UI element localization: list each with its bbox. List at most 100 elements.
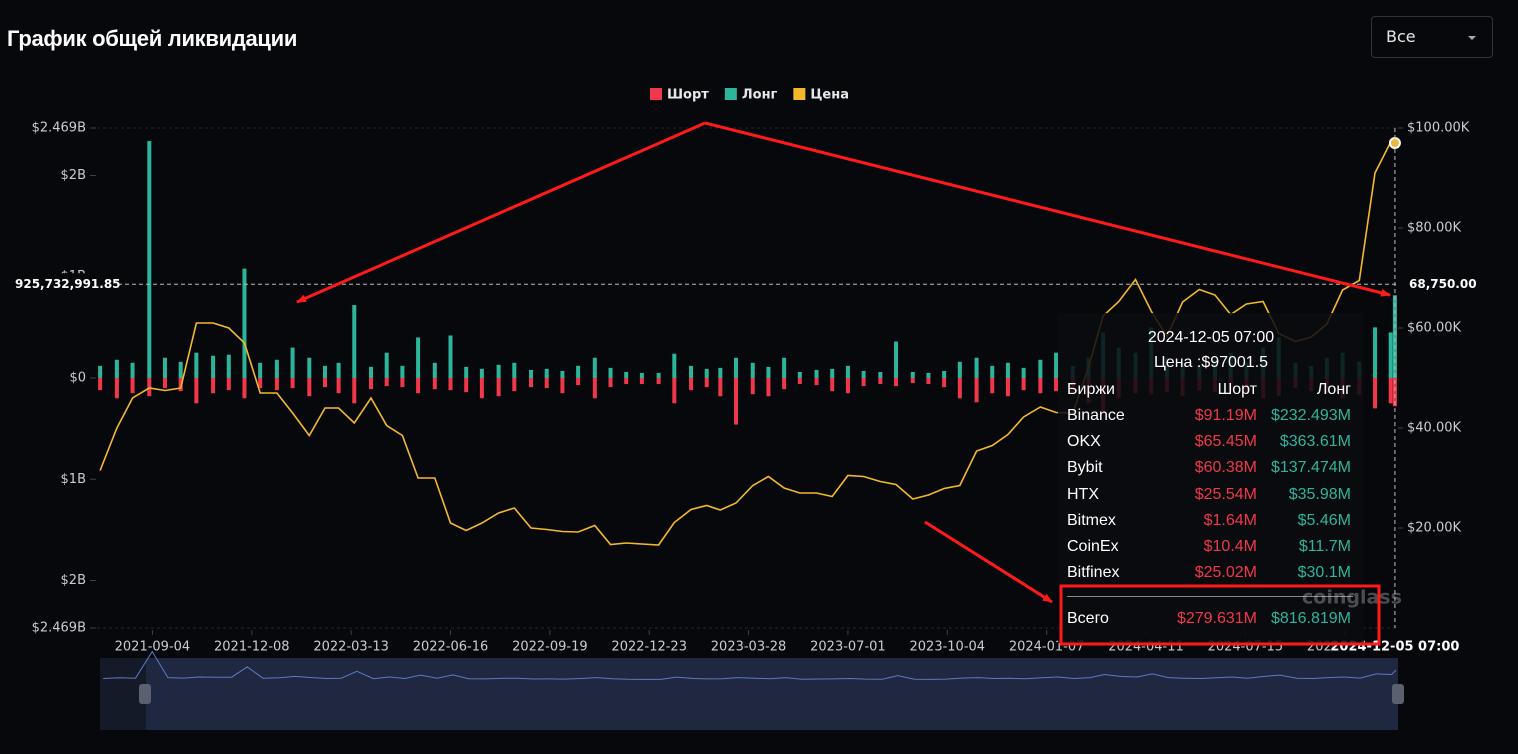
tooltip-cell: Bitmex [1067, 511, 1116, 529]
bar [114, 378, 119, 399]
bar [672, 378, 677, 404]
navigator-window[interactable] [146, 658, 1398, 730]
tooltip-cell: $363.61M [1279, 433, 1351, 451]
x-tick-label: 2023-07-01 [810, 640, 886, 655]
bar [226, 354, 231, 378]
bar [1005, 362, 1010, 378]
range-dropdown[interactable]: Все [1371, 16, 1493, 58]
bar [352, 305, 357, 378]
navigator [100, 650, 1404, 730]
bar [608, 378, 613, 388]
bar [957, 361, 962, 378]
bar [400, 365, 405, 378]
bar [496, 378, 501, 397]
price-line [99, 141, 1396, 546]
x-tick-label: 2021-09-04 [115, 640, 191, 655]
bar [814, 378, 819, 386]
tooltip-cell: Bitfinex [1067, 564, 1120, 582]
tooltip-header-cell: Шорт [1217, 381, 1257, 398]
y2-tick-label: $100.00K [1407, 121, 1470, 136]
bar [1388, 378, 1393, 404]
bar [624, 371, 629, 378]
bar [479, 378, 484, 399]
bar [162, 357, 167, 378]
crosshair-label-bg [1400, 273, 1484, 296]
bar [544, 378, 549, 389]
tooltip-row: OKX $65.45M $363.61M [1067, 433, 1353, 459]
y-tick-label: $2.469B [32, 121, 86, 136]
crosshair-y-label: 925,732,991.85 [15, 277, 121, 291]
bar [352, 378, 357, 404]
bar [307, 378, 312, 397]
navigator-handle[interactable] [1392, 684, 1404, 704]
tooltip-row: Binance $91.19M $232.493M [1067, 407, 1353, 433]
bar [307, 357, 312, 378]
bar [194, 352, 199, 378]
bar [258, 378, 263, 389]
bar [178, 361, 183, 378]
bar [448, 335, 453, 378]
tooltip-cell: CoinEx [1067, 538, 1119, 555]
bar [496, 364, 501, 378]
bar [576, 378, 581, 386]
bar [258, 362, 263, 378]
legend-label: Цена [810, 88, 849, 103]
bar [178, 378, 183, 392]
tooltip-cell: $10.4M [1203, 538, 1257, 555]
tooltip-cell: Всего [1067, 610, 1109, 627]
bar [464, 366, 469, 378]
bar [672, 353, 677, 378]
bar [926, 372, 931, 378]
tooltip-total: Всего $279.631M $816.819M [1067, 610, 1353, 636]
crosshair-label-bg [6, 273, 118, 296]
tooltip-row: CoinEx $10.4M $11.7M [1067, 538, 1353, 564]
bar [766, 378, 771, 397]
bar [114, 359, 119, 378]
bar [894, 378, 899, 387]
y2-tick-label: $40.00K [1407, 421, 1461, 436]
bar [560, 378, 565, 394]
bar [529, 378, 534, 388]
x-tick-label: 2021-12-08 [214, 640, 290, 655]
bar [926, 378, 931, 385]
x-tick-label: 2022-09-19 [512, 640, 588, 655]
bar [766, 366, 771, 378]
bar [797, 371, 802, 378]
bar [1373, 327, 1378, 378]
navigator-handle[interactable] [139, 684, 151, 704]
bar [704, 368, 709, 378]
bar [639, 378, 644, 385]
bar [512, 362, 517, 378]
bar [990, 365, 995, 378]
bar [782, 378, 787, 390]
x-tick-label: 2022-12-23 [611, 640, 687, 655]
y2-tick-label: $60.00K [1407, 321, 1461, 336]
bar [845, 378, 850, 394]
tooltip-cell: $65.45M [1194, 433, 1257, 451]
bar [147, 141, 152, 378]
bar [782, 357, 787, 378]
bar [1054, 352, 1059, 378]
tooltip-cell: OKX [1067, 433, 1101, 451]
bar [689, 378, 694, 391]
bar [861, 370, 866, 378]
tooltip-cell: $25.02M [1194, 564, 1257, 582]
bar [734, 357, 739, 378]
bar [830, 378, 835, 392]
tooltip-header-cell: Биржи [1067, 381, 1115, 398]
legend-label: Шорт [667, 88, 709, 103]
tooltip: 2024-12-05 07:00 Цена :$97001.5 Биржи Шо… [1058, 313, 1364, 643]
bar [369, 366, 374, 378]
bar [974, 378, 979, 403]
bar [369, 378, 374, 390]
y2-tick-label: $20.00K [1407, 521, 1461, 536]
tooltip-cell: HTX [1067, 485, 1099, 503]
y-tick-label: $2B [61, 168, 86, 183]
navigator-line [103, 650, 1397, 680]
bar [336, 378, 341, 394]
bar [576, 365, 581, 378]
bar [211, 355, 216, 378]
bar [750, 378, 755, 395]
